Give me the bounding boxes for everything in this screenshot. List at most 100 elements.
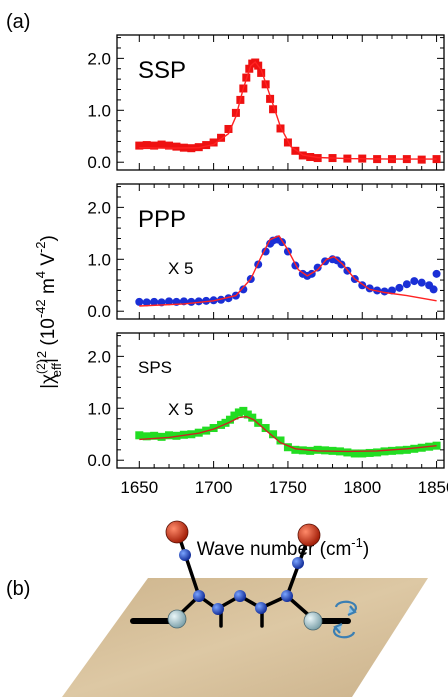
x-tick-label: 1650 xyxy=(120,478,158,497)
data-point xyxy=(142,141,151,150)
data-point xyxy=(432,269,441,278)
data-point xyxy=(135,431,144,440)
data-point xyxy=(221,418,230,427)
panel-ppp: 0.0 1.0 2.0 PPP X 5 xyxy=(87,183,445,321)
y-tick-label: 2.0 xyxy=(87,347,111,366)
svg-text:|χ(2)eff|2 (10-42 m4 V-2): |χ(2)eff|2 (10-42 m4 V-2) xyxy=(33,235,64,389)
data-point xyxy=(172,142,181,151)
scale-multiplier-label: X 5 xyxy=(168,400,194,419)
data-point xyxy=(239,285,248,294)
data-point xyxy=(306,153,315,162)
data-point xyxy=(395,446,404,455)
data-point xyxy=(291,445,300,454)
data-point xyxy=(150,431,159,440)
data-point xyxy=(410,444,419,453)
data-point xyxy=(224,124,233,133)
data-point xyxy=(343,448,352,457)
scale-multiplier-label: X 5 xyxy=(168,259,194,278)
data-point xyxy=(165,141,174,150)
panel-ssp: 0.0 1.0 2.0 SSP xyxy=(87,34,445,172)
x-tick-label: 1850 xyxy=(418,478,448,497)
rotation-arrows-icon xyxy=(332,600,358,639)
data-point xyxy=(165,297,174,306)
molecule-illustration xyxy=(62,520,428,697)
y-tick-label: 0.0 xyxy=(87,451,111,470)
data-point xyxy=(202,296,211,305)
data-point xyxy=(243,410,252,419)
y-tick-label: 1.0 xyxy=(87,399,111,418)
data-point xyxy=(298,446,307,455)
x-axis-label: Wave number (cm-1) xyxy=(197,535,369,560)
data-point xyxy=(365,284,374,293)
plot-frame xyxy=(116,34,445,171)
data-point xyxy=(150,141,159,150)
data-point xyxy=(387,446,396,455)
carbon-atom xyxy=(255,602,267,614)
data-point xyxy=(350,449,359,458)
data-point xyxy=(266,94,275,103)
data-point xyxy=(380,447,389,456)
end-atom-right xyxy=(303,611,323,631)
x-tick-label: 1800 xyxy=(343,478,381,497)
data-point xyxy=(269,430,278,439)
data-point xyxy=(225,415,234,424)
data-point xyxy=(150,297,159,306)
data-point xyxy=(276,436,285,445)
panel-polarization-label: PPP xyxy=(138,206,186,233)
data-point xyxy=(194,297,203,306)
x-tick-label: 1700 xyxy=(195,478,233,497)
y-tick-label: 1.0 xyxy=(87,101,111,120)
data-point xyxy=(337,260,346,269)
carbon-atom xyxy=(281,590,293,602)
y-tick-label: 2.0 xyxy=(87,49,111,68)
plot-frame xyxy=(116,332,445,469)
data-point xyxy=(217,420,226,429)
data-point xyxy=(429,285,438,294)
y-tick-label: 1.0 xyxy=(87,250,111,269)
data-point xyxy=(373,448,382,457)
panel-label-b: (b) xyxy=(6,578,30,600)
data-point xyxy=(402,445,411,454)
carbon-atom xyxy=(234,590,246,602)
data-point xyxy=(157,140,166,149)
panel-sps: 0.0 1.0 2.0 1650 1700 1750 1800 1850 SPS X 5 xyxy=(87,332,448,497)
data-point xyxy=(231,108,240,117)
data-point xyxy=(276,124,285,133)
panel-label-a: (a) xyxy=(6,11,30,33)
data-point xyxy=(313,445,322,454)
data-point xyxy=(395,283,404,292)
data-point xyxy=(142,298,151,307)
oxygen-atom-left xyxy=(165,520,189,544)
x-tick-label: 1750 xyxy=(269,478,307,497)
data-point xyxy=(209,424,218,433)
data-point xyxy=(269,105,278,114)
data-point xyxy=(417,278,426,287)
fit-line xyxy=(139,415,437,453)
y-tick-label: 2.0 xyxy=(87,198,111,217)
end-atom-left xyxy=(167,609,187,629)
carbon-atom xyxy=(292,557,304,569)
data-point xyxy=(230,411,239,420)
panel-polarization-label: SPS xyxy=(138,358,172,377)
data-point xyxy=(257,68,266,77)
data-point xyxy=(135,297,144,306)
data-point xyxy=(283,138,292,147)
data-point xyxy=(217,295,226,304)
data-point xyxy=(365,448,374,457)
y-tick-label: 0.0 xyxy=(87,302,111,321)
surface-plane xyxy=(62,578,428,697)
data-point xyxy=(157,432,166,441)
data-point xyxy=(239,406,248,415)
data-point xyxy=(217,133,226,142)
data-point xyxy=(187,297,196,306)
data-point xyxy=(387,286,396,295)
plot-frame xyxy=(116,183,445,320)
oxygen-atom-right xyxy=(297,523,321,547)
data-point xyxy=(165,431,174,440)
data-point xyxy=(234,408,243,417)
fit-line xyxy=(139,61,437,160)
data-point xyxy=(313,263,322,272)
data-point xyxy=(402,280,411,289)
data-point xyxy=(248,413,257,422)
